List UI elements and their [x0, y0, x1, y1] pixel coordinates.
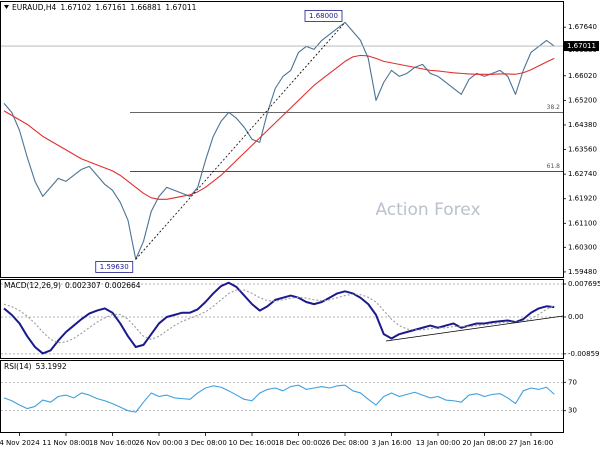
macd-panel-border [0, 279, 564, 359]
series-line [3, 281, 555, 355]
annotation-box [304, 9, 343, 22]
x-tick-label: 4 Nov 2024 [0, 439, 40, 447]
y-tick-label: 0.00 [568, 313, 584, 321]
y-tick-label: 1.64380 [568, 121, 597, 129]
x-tick-label: 11 Nov 08:00 [42, 439, 89, 447]
y-tick-label: -0.008599 [568, 350, 600, 358]
y-tick-label: 1.59480 [568, 268, 597, 276]
watermark: Action Forex [375, 200, 480, 220]
x-tick-label: 18 Nov 16:00 [89, 439, 136, 447]
series-line [3, 54, 555, 200]
header-arrow [4, 5, 9, 9]
header-value: 53.1992 [36, 362, 67, 371]
current-price-box [564, 41, 599, 52]
current-price-label: 1.67011 [567, 42, 596, 50]
x-tick-label: 18 Dec 00:00 [275, 439, 322, 447]
x-tick-label: 10 Dec 16:00 [228, 439, 275, 447]
x-tick-label: 3 Dec 08:00 [184, 439, 227, 447]
header-value: 0.002307 [65, 281, 101, 290]
header-value: 0.002664 [105, 281, 141, 290]
y-tick-label: 1.65200 [568, 96, 597, 104]
x-tick-label: 27 Jan 16:00 [509, 439, 553, 447]
annotation-box [95, 261, 134, 273]
y-tick-label: 1.61100 [568, 219, 597, 227]
header-low: 1.66881 [130, 3, 161, 12]
y-tick-label: 1.60300 [568, 243, 597, 251]
header-open: 1.67102 [60, 3, 91, 12]
macd-trendline [385, 315, 564, 342]
x-tick-label: 3 Jan 16:00 [372, 439, 412, 447]
swing-trendline [135, 22, 346, 260]
rsi-panel-border [0, 360, 564, 433]
annotation-label: 1.68000 [309, 12, 338, 20]
header-close: 1.67011 [165, 3, 196, 12]
panel-header: MACD(12,26,9) 0.002307 0.002664 [4, 281, 141, 290]
y-tick-label: 1.67640 [568, 23, 597, 31]
y-tick-label: 30 [568, 407, 577, 415]
x-tick-label: 26 Nov 00:00 [135, 439, 182, 447]
y-tick-label: 1.66020 [568, 72, 597, 80]
price-panel-border [0, 1, 564, 278]
panel-title: RSI(14) [4, 362, 32, 371]
header-high: 1.67161 [95, 3, 126, 12]
x-tick-label: 13 Jan 00:00 [416, 439, 460, 447]
panel-header: RSI(14) 53.1992 [4, 362, 67, 371]
y-tick-label: 1.61920 [568, 195, 597, 203]
y-tick-label: 1.63560 [568, 146, 597, 154]
x-tick-label: 26 Dec 08:00 [321, 439, 368, 447]
y-tick-label: 1.62740 [568, 170, 597, 178]
series-line [3, 21, 555, 260]
y-tick-label: 70 [568, 378, 577, 386]
panel-title: EURAUD,H4 [12, 3, 57, 12]
y-tick-label: 0.007695 [568, 280, 600, 288]
annotation-label: 1.59630 [100, 263, 129, 271]
series-line [3, 384, 555, 413]
plot-layer: 1.676401.668801.660201.652001.643801.635… [0, 3, 600, 447]
fib-label: 61.8 [547, 163, 561, 170]
panel-title: MACD(12,26,9) [4, 281, 61, 290]
panel-header: EURAUD,H4 1.67102 1.67161 1.66881 1.67011 [12, 3, 197, 12]
x-tick-label: 20 Jan 08:00 [462, 439, 506, 447]
fib-label: 38.2 [547, 104, 561, 111]
